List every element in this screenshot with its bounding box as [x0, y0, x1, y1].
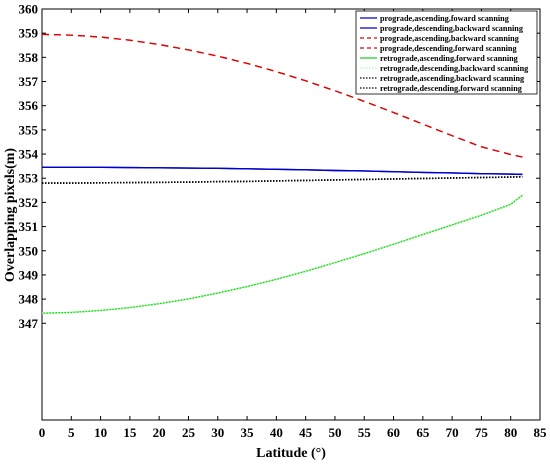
y-axis-title: Overlapping pixels(m)	[3, 148, 18, 283]
y-tick-label: 348	[19, 292, 39, 307]
y-tick-label: 352	[19, 195, 39, 210]
x-tick-label: 30	[211, 425, 224, 440]
x-tick-label: 25	[182, 425, 196, 440]
legend-label: retrograde,ascending,backward scanning	[380, 74, 525, 83]
legend-label: retrograde,descending,backward scanning	[380, 64, 529, 73]
legend-label: prograde,ascending,foward scanning	[380, 14, 510, 23]
x-tick-label: 0	[39, 425, 46, 440]
x-tick-label: 60	[387, 425, 400, 440]
x-tick-label: 35	[241, 425, 255, 440]
legend-label: retrograde,ascending,forward scanning	[380, 54, 519, 63]
series-line-4	[41, 33, 523, 158]
legend-items: prograde,ascending,foward scanningprogra…	[360, 14, 529, 93]
series-line-2	[42, 166, 523, 176]
legend-label: prograde,descending,forward scanning	[380, 44, 517, 53]
x-tick-label: 85	[534, 425, 548, 440]
y-tick-label: 355	[19, 122, 39, 137]
y-tick-label: 349	[19, 267, 39, 282]
legend-box	[355, 10, 538, 95]
x-tick-label: 65	[416, 425, 430, 440]
series-line-6	[41, 194, 523, 314]
x-axis-title: Latitude (°)	[256, 446, 326, 461]
x-tick-label: 5	[68, 425, 75, 440]
y-tick-label: 358	[19, 50, 39, 65]
ticks-layer: 0 5 10 15 20 25 30 35 40 45 50 55 60 65 70 75 80 85 347 348…	[19, 2, 548, 441]
y-tick-label: 359	[19, 26, 39, 41]
x-tick-label: 80	[504, 425, 517, 440]
y-tick-label: 360	[19, 2, 39, 17]
x-tick-label: 75	[475, 425, 489, 440]
x-tick-label: 45	[299, 425, 313, 440]
legend: prograde,ascending,foward scanningprogra…	[355, 10, 538, 95]
x-tick-label: 15	[123, 425, 137, 440]
legend-label: prograde,ascending,backward scanning	[380, 34, 520, 43]
y-tick-label: 347	[19, 316, 39, 331]
y-tick-label: 350	[19, 243, 39, 258]
legend-label: retrograde,descending,forward scanning	[380, 84, 523, 93]
x-tick-label: 55	[358, 425, 372, 440]
y-tick-label: 354	[19, 147, 39, 162]
legend-label: prograde,descending,backward scanning	[380, 24, 524, 33]
x-tick-label: 20	[153, 425, 166, 440]
y-tick-label: 351	[19, 219, 39, 234]
x-tick-label: 10	[94, 425, 107, 440]
x-tick-label: 50	[328, 425, 341, 440]
x-tick-label: 70	[446, 425, 459, 440]
y-tick-label: 357	[19, 74, 39, 89]
x-tick-label: 40	[270, 425, 283, 440]
y-tick-label: 353	[19, 171, 39, 186]
y-tick-label: 356	[19, 98, 39, 113]
series-layer	[41, 33, 523, 314]
series-line-8	[42, 175, 523, 184]
